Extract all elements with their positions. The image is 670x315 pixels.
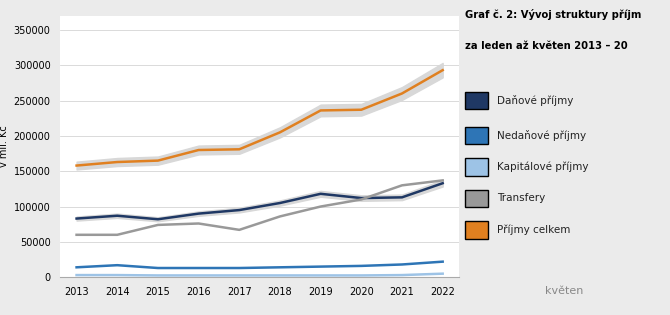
Text: Transfery: Transfery [497,193,545,203]
FancyBboxPatch shape [465,221,488,239]
FancyBboxPatch shape [465,127,488,144]
Text: Daňové příjmy: Daňové příjmy [497,95,574,106]
FancyBboxPatch shape [465,92,488,109]
FancyBboxPatch shape [465,190,488,207]
Text: Příjmy celkem: Příjmy celkem [497,225,570,235]
Text: Nedaňové příjmy: Nedaňové příjmy [497,130,586,141]
Y-axis label: v mil. Kč: v mil. Kč [0,126,9,167]
Text: Kapitálové příjmy: Kapitálové příjmy [497,162,588,172]
Text: květen: květen [545,286,584,296]
Text: Graf č. 2: Vývoj struktury příjm: Graf č. 2: Vývoj struktury příjm [465,9,642,20]
Text: za leden až květen 2013 – 20: za leden až květen 2013 – 20 [465,41,628,51]
FancyBboxPatch shape [465,158,488,176]
